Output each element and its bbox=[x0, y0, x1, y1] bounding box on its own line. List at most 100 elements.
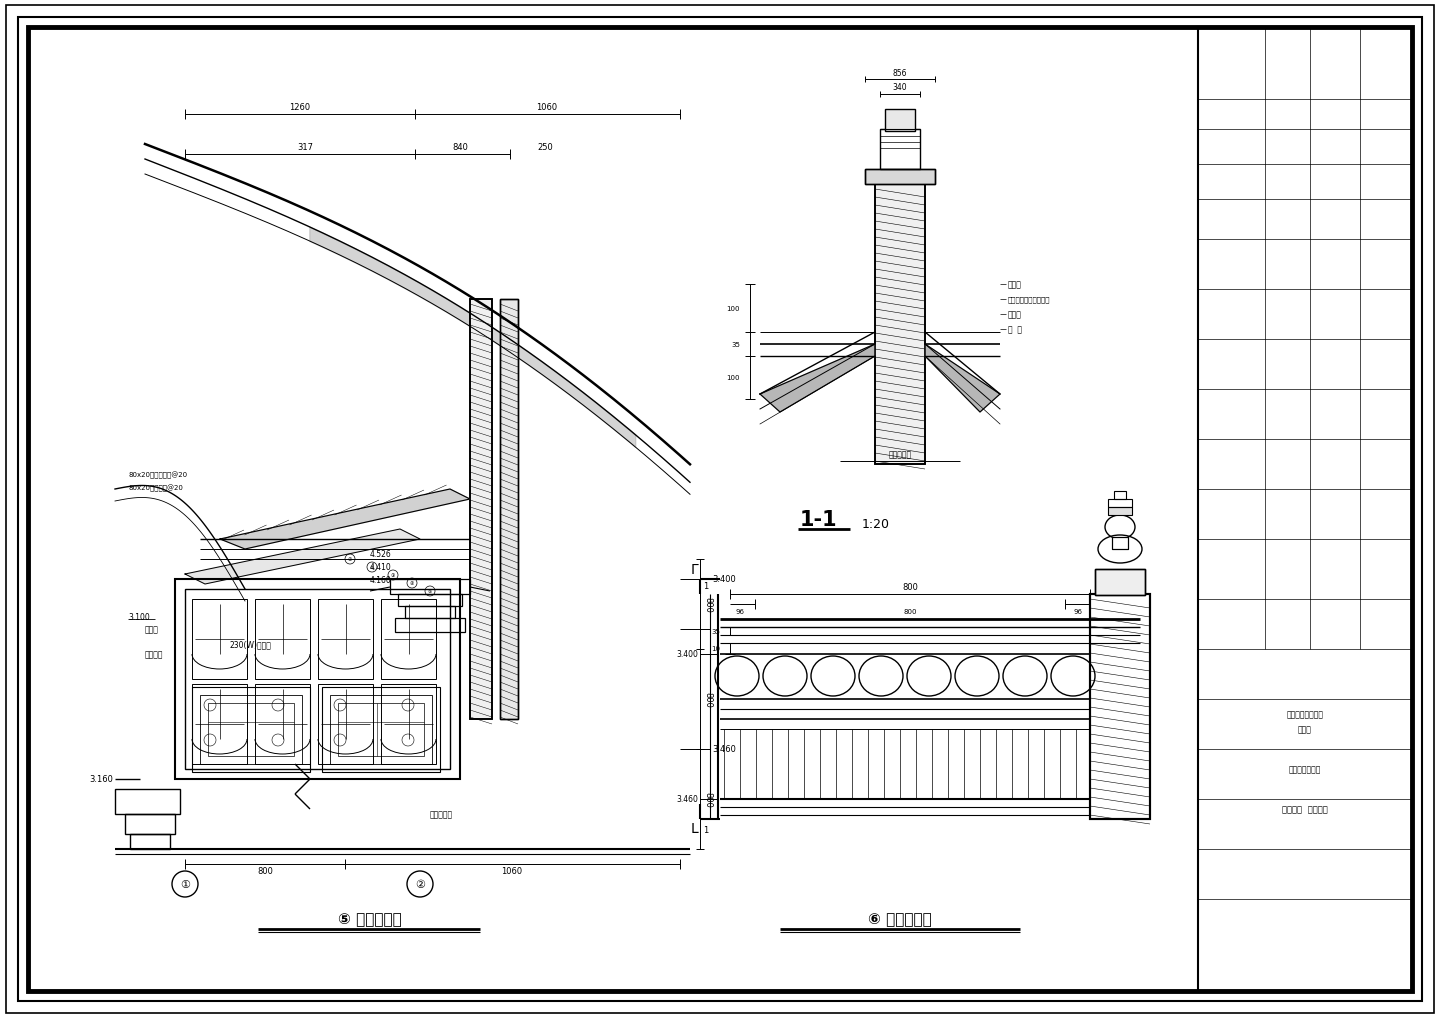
Text: 800: 800 bbox=[903, 608, 917, 614]
Polygon shape bbox=[220, 489, 469, 549]
Bar bbox=[1198, 28, 1413, 991]
Bar bbox=[1107, 499, 1132, 507]
Bar bbox=[255, 599, 310, 680]
Text: 96: 96 bbox=[736, 608, 744, 614]
Text: 铝合金门窗: 铝合金门窗 bbox=[431, 810, 454, 818]
Text: 100: 100 bbox=[727, 306, 740, 312]
Bar bbox=[865, 170, 935, 184]
Bar bbox=[405, 606, 455, 619]
Text: 3.160: 3.160 bbox=[89, 774, 112, 784]
Bar bbox=[318, 599, 373, 680]
Bar bbox=[390, 580, 469, 594]
Text: 35: 35 bbox=[711, 629, 720, 635]
Text: ⑤ 廐轩大样图: ⑤ 廐轩大样图 bbox=[338, 912, 402, 926]
Text: 斗拱高: 斗拱高 bbox=[145, 625, 158, 634]
Bar bbox=[1107, 507, 1132, 516]
Bar bbox=[318, 685, 373, 764]
Text: 1260: 1260 bbox=[289, 103, 311, 112]
Bar bbox=[192, 688, 310, 772]
Bar bbox=[125, 814, 176, 835]
Text: ①: ① bbox=[180, 879, 190, 890]
Bar bbox=[382, 685, 436, 764]
Text: 4.160: 4.160 bbox=[370, 576, 392, 585]
Text: 1060: 1060 bbox=[537, 103, 557, 112]
Text: 1:20: 1:20 bbox=[863, 518, 890, 531]
Bar bbox=[395, 619, 465, 633]
Bar bbox=[397, 594, 462, 606]
Bar bbox=[192, 599, 248, 680]
Text: 1060: 1060 bbox=[501, 866, 523, 875]
Text: Γ: Γ bbox=[690, 562, 698, 577]
Bar bbox=[192, 685, 248, 764]
Bar bbox=[1090, 594, 1151, 819]
Bar bbox=[886, 110, 914, 131]
Text: 水泥手工修饰面戛线角: 水泥手工修饰面戛线角 bbox=[1008, 297, 1051, 303]
Text: ⑤: ⑤ bbox=[428, 589, 432, 594]
Text: 800: 800 bbox=[704, 691, 713, 707]
Text: 3.460: 3.460 bbox=[677, 795, 698, 804]
Bar bbox=[207, 703, 294, 756]
Text: 1: 1 bbox=[703, 825, 708, 835]
Bar bbox=[176, 580, 459, 780]
Text: 340: 340 bbox=[893, 84, 907, 93]
Bar bbox=[1112, 537, 1128, 549]
Text: 4.526: 4.526 bbox=[370, 550, 392, 559]
Text: 800: 800 bbox=[258, 866, 274, 875]
Text: 840: 840 bbox=[452, 144, 468, 153]
Text: 800: 800 bbox=[901, 583, 917, 592]
Text: L: L bbox=[690, 821, 698, 836]
Polygon shape bbox=[924, 344, 999, 413]
Text: 研究院: 研究院 bbox=[1297, 725, 1312, 734]
Text: 250: 250 bbox=[537, 144, 553, 153]
Bar bbox=[1094, 570, 1145, 595]
Bar bbox=[1112, 537, 1128, 549]
Text: 浙江传统建筑设计: 浙江传统建筑设计 bbox=[1286, 710, 1323, 718]
Bar bbox=[876, 184, 924, 465]
Text: 317: 317 bbox=[297, 144, 312, 153]
Text: 80x20预制正身樼@20: 80x20预制正身樼@20 bbox=[128, 471, 187, 478]
Bar bbox=[469, 300, 492, 719]
Text: 3.400: 3.400 bbox=[677, 650, 698, 659]
Text: ④: ④ bbox=[410, 581, 415, 586]
Bar bbox=[323, 688, 441, 772]
Text: 廐轩大样  正脊大样: 廐轩大样 正脊大样 bbox=[1282, 805, 1328, 814]
Bar bbox=[184, 589, 451, 769]
Text: 856: 856 bbox=[893, 68, 907, 77]
Bar bbox=[330, 695, 432, 764]
Text: 230(W)空花砖: 230(W)空花砖 bbox=[229, 640, 271, 649]
Text: 4.410: 4.410 bbox=[370, 562, 392, 572]
Text: 木楼盖层: 木楼盖层 bbox=[145, 650, 164, 659]
Text: 800: 800 bbox=[704, 792, 713, 807]
Text: ②: ② bbox=[370, 565, 374, 570]
Bar bbox=[880, 129, 920, 170]
Bar bbox=[865, 170, 935, 184]
Text: 砖绳纹: 砖绳纹 bbox=[1008, 310, 1022, 319]
Polygon shape bbox=[760, 344, 876, 413]
Text: 钉出堆土层: 钉出堆土层 bbox=[888, 450, 912, 459]
Bar bbox=[500, 300, 518, 719]
Bar bbox=[130, 835, 170, 849]
Polygon shape bbox=[184, 530, 420, 585]
Text: 3.400: 3.400 bbox=[711, 575, 736, 584]
Text: 杭州天天放生院: 杭州天天放生院 bbox=[1289, 764, 1320, 773]
Bar bbox=[1094, 570, 1145, 595]
Text: 96: 96 bbox=[1073, 608, 1083, 614]
Text: 80x20预制飞樼@20: 80x20预制飞樼@20 bbox=[128, 484, 183, 491]
Text: 100: 100 bbox=[727, 375, 740, 381]
Bar bbox=[382, 599, 436, 680]
Bar bbox=[115, 790, 180, 814]
Text: 10: 10 bbox=[711, 645, 720, 651]
Text: ①: ① bbox=[348, 557, 353, 561]
Bar bbox=[255, 685, 310, 764]
Text: 1-1: 1-1 bbox=[801, 510, 838, 530]
Text: 青  瓦: 青 瓦 bbox=[1008, 325, 1022, 334]
Bar bbox=[1115, 491, 1126, 499]
Text: ③: ③ bbox=[390, 573, 395, 578]
Bar bbox=[200, 695, 302, 764]
Bar bbox=[338, 703, 423, 756]
Bar bbox=[469, 300, 492, 719]
Text: 35: 35 bbox=[732, 341, 740, 347]
Bar bbox=[500, 300, 518, 719]
Text: 3.100: 3.100 bbox=[128, 612, 150, 622]
Text: 奕花筒: 奕花筒 bbox=[1008, 280, 1022, 289]
